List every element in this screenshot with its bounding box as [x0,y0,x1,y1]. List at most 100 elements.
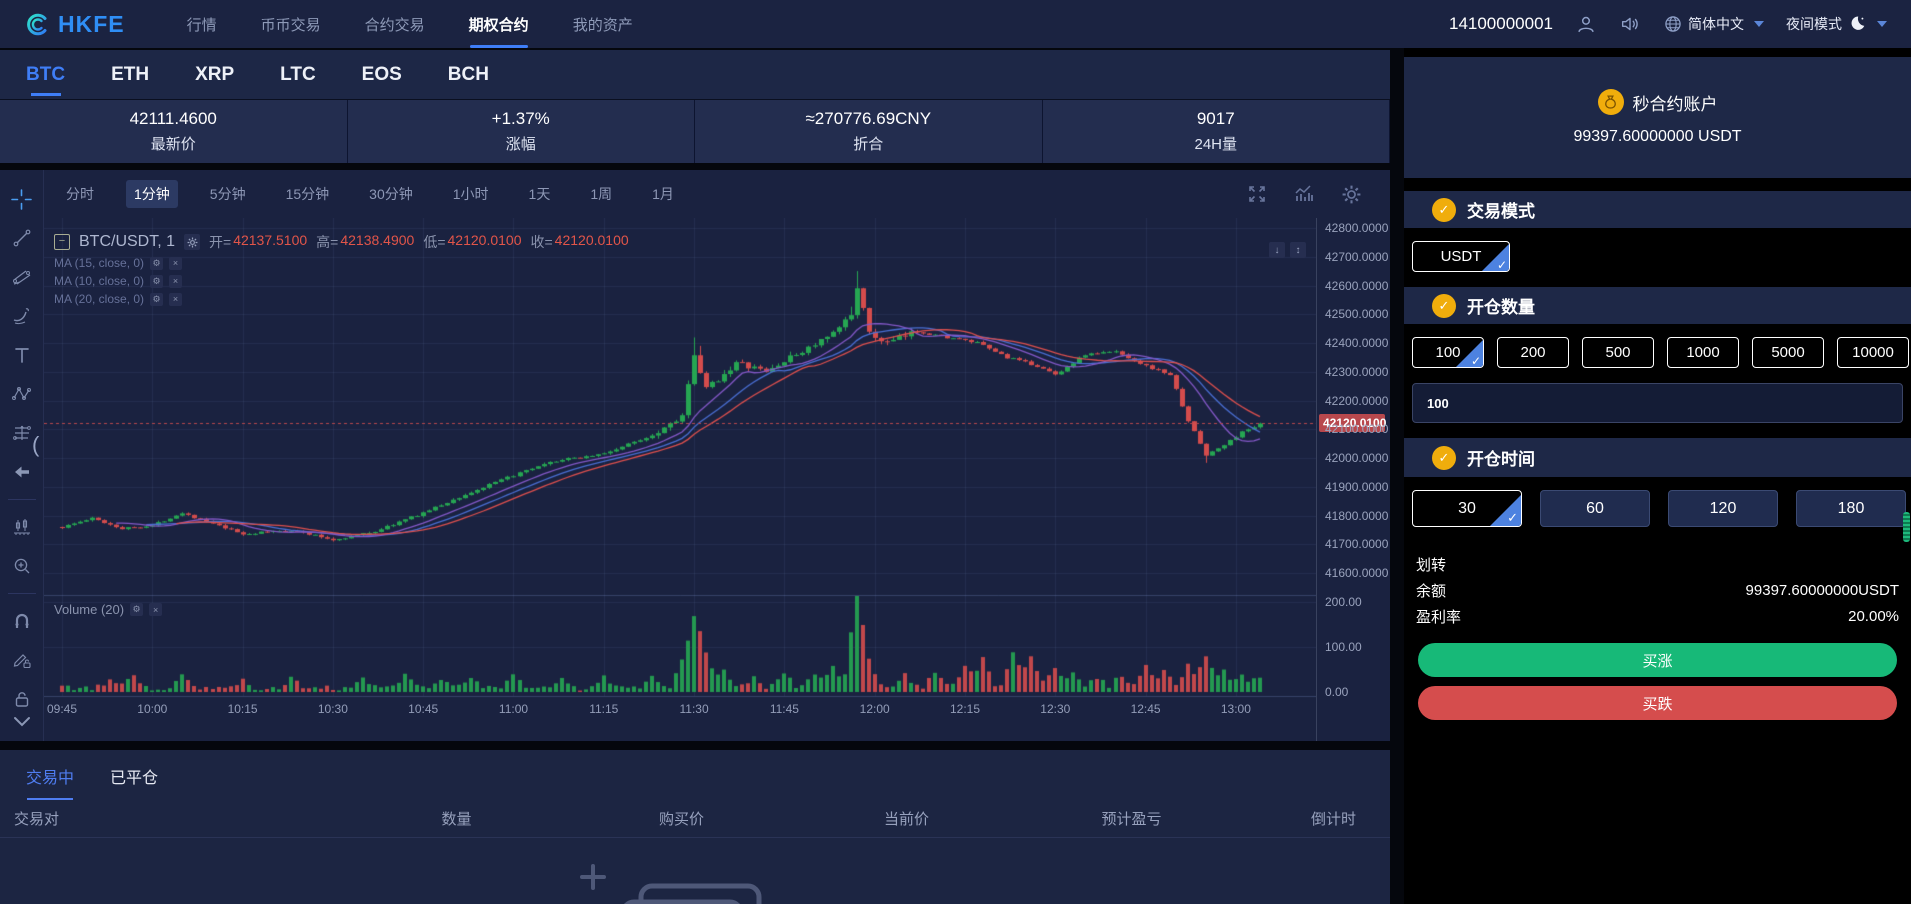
interval-5m[interactable]: 5分钟 [209,186,246,202]
globe-icon [1665,16,1681,32]
magnet-tool[interactable] [7,606,37,636]
bar-pattern-tool[interactable] [7,512,37,542]
ma-remove-button[interactable]: × [169,292,183,306]
amount-option-500[interactable]: 500 [1582,337,1654,368]
ma-legend-row: MA (10, close, 0) ⚙ × [54,274,183,288]
interval-1m[interactable]: 1分钟 [126,180,178,208]
gann-tools-tool[interactable] [7,262,37,292]
low-value: 42120.0100 [447,232,522,248]
coin-tab-eos[interactable]: EOS [361,63,402,85]
symbol-settings-button[interactable] [184,234,201,250]
amount-input[interactable] [1412,383,1903,423]
scrollbar-thumb[interactable] [1903,512,1910,542]
interval-1h[interactable]: 1小时 [452,186,489,202]
nav-item-assets[interactable]: 我的资产 [572,16,633,34]
back-arrow-tool[interactable] [7,457,37,487]
ma-settings-button[interactable]: ⚙ [150,256,164,270]
volume-tick: 0.00 [1325,685,1349,699]
interval-time[interactable]: 分时 [66,186,94,202]
nav-item-options[interactable]: 期权合约 [469,0,529,48]
interval-1w[interactable]: 1周 [590,186,613,202]
tab-open-positions[interactable]: 交易中 [26,764,74,800]
ma-remove-button[interactable]: × [169,256,183,270]
ma-remove-button[interactable]: × [169,274,183,288]
price-axis[interactable]: 42120.0100 42800.0000 42700.0000 42600.000… [1316,218,1390,741]
collapse-toolbar-button[interactable] [7,707,37,737]
price-tick: 41700.0000 [1325,537,1389,552]
amount-option-5000[interactable]: 5000 [1752,337,1824,368]
drawing-lock-tool[interactable] [7,645,37,675]
language-selector[interactable]: 简体中文 [1663,14,1764,34]
coin-tab-ltc[interactable]: LTC [280,63,316,85]
zoom-in-icon [14,558,29,574]
tab-closed-positions[interactable]: 已平仓 [110,770,159,787]
navbar-right: 14100000001 简体中文 夜间模式 [1449,13,1887,35]
coin-tab-xrp[interactable]: XRP [195,63,235,85]
time-option-30[interactable]: 30 [1412,490,1522,527]
volume-settings-button[interactable]: ⚙ [130,603,144,616]
scroll-to-last-button[interactable]: ↓ [1269,242,1285,258]
zoom-in-tool[interactable] [7,551,37,581]
nav-item-spot[interactable]: 币币交易 [260,16,321,34]
theme-selector[interactable]: 夜间模式 [1786,14,1887,34]
interval-1mo[interactable]: 1月 [652,186,674,202]
coin-tab-bch[interactable]: BCH [447,63,489,85]
low-label: 低= [423,234,446,250]
buy-up-button[interactable]: 买涨 [1418,643,1897,677]
interval-30m[interactable]: 30分钟 [369,186,413,202]
amount-option-10000[interactable]: 10000 [1837,337,1909,368]
ma-settings-button[interactable]: ⚙ [150,274,164,288]
trendline-tool[interactable] [7,223,37,253]
mode-option-usdt[interactable]: USDT [1412,241,1510,272]
time-option-120[interactable]: 120 [1668,490,1778,527]
auto-scale-button[interactable]: ↕ [1290,242,1306,258]
pattern-tool[interactable] [7,379,37,409]
nav-item-contracts[interactable]: 合约交易 [364,16,425,34]
amount-option-100[interactable]: 100 [1412,337,1484,368]
price-tick: 41600.0000 [1325,566,1389,580]
amount-option-1000[interactable]: 1000 [1667,337,1739,368]
buy-down-button[interactable]: 买跌 [1418,686,1897,720]
text-tool[interactable] [7,340,37,370]
interval-1d[interactable]: 1天 [528,186,551,202]
price-tick: 42200.0000 [1325,393,1389,408]
legend-collapse-icon[interactable]: − [54,234,70,250]
brush-icon [13,308,29,325]
crosshair-tool[interactable] [7,184,37,214]
high-label: 高= [316,234,339,250]
forecast-tool[interactable] [7,418,37,448]
nav-item-markets[interactable]: 行情 [186,16,217,34]
chart-body[interactable]: − BTC/USDT, 1 开= 42137.5100 高= 42138.4900 … [44,218,1390,741]
lock-all-tool[interactable] [7,684,37,714]
gann-icon [12,270,30,285]
open-time-title: 开仓时间 [1467,450,1535,469]
time-axis[interactable]: 09:45 10:00 10:15 10:30 10:45 11:00 11:15 11:30… [44,702,1317,724]
account-card: 秒合约账户 99397.60000000 USDT [1404,57,1911,178]
sound-toggle[interactable] [1619,13,1641,35]
time-options: 30 60 120 180 [1412,490,1911,527]
amount-option-200[interactable]: 200 [1497,337,1569,368]
ma-legend-row: MA (20, close, 0) ⚙ × [54,292,183,306]
brush-tool[interactable] [7,301,37,331]
interval-15m[interactable]: 15分钟 [285,186,330,202]
brand-logo[interactable]: HKFE [24,11,125,38]
settings-gear-icon[interactable] [1341,184,1362,205]
xabcd-pattern-icon [11,387,31,400]
transfer-label[interactable]: 划转 [1416,556,1447,574]
time-option-180[interactable]: 180 [1796,490,1906,527]
coin-tab-btc[interactable]: BTC [26,50,65,100]
indicators-icon[interactable] [1293,184,1315,204]
user-menu[interactable] [1575,13,1597,35]
time-tick: 11:00 [498,702,529,716]
theme-label: 夜间模式 [1786,16,1842,32]
volume-remove-button[interactable]: × [149,603,163,616]
fullscreen-icon[interactable] [1247,184,1267,204]
ma-settings-button[interactable]: ⚙ [150,292,164,306]
drawer-handle[interactable]: ( [32,432,40,457]
time-tick: 10:15 [227,702,258,716]
price-tick: 41800.0000 [1325,508,1389,523]
candlestick-chart[interactable] [44,218,1317,740]
coin-tab-eth[interactable]: ETH [111,63,150,85]
money-bag-icon [1597,89,1624,115]
time-option-60[interactable]: 60 [1540,490,1650,527]
